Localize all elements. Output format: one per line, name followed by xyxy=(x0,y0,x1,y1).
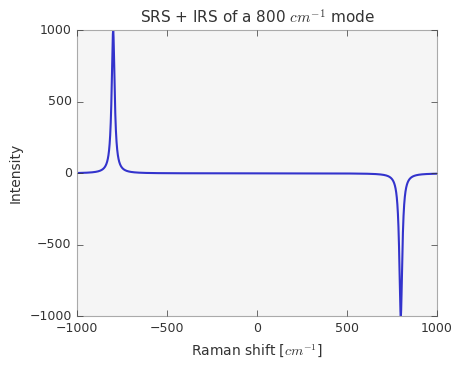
Y-axis label: Intensity: Intensity xyxy=(8,143,22,203)
X-axis label: Raman shift [$cm^{-1}$]: Raman shift [$cm^{-1}$] xyxy=(191,342,323,359)
Title: SRS + IRS of a 800 $cm^{-1}$ mode: SRS + IRS of a 800 $cm^{-1}$ mode xyxy=(140,8,374,26)
